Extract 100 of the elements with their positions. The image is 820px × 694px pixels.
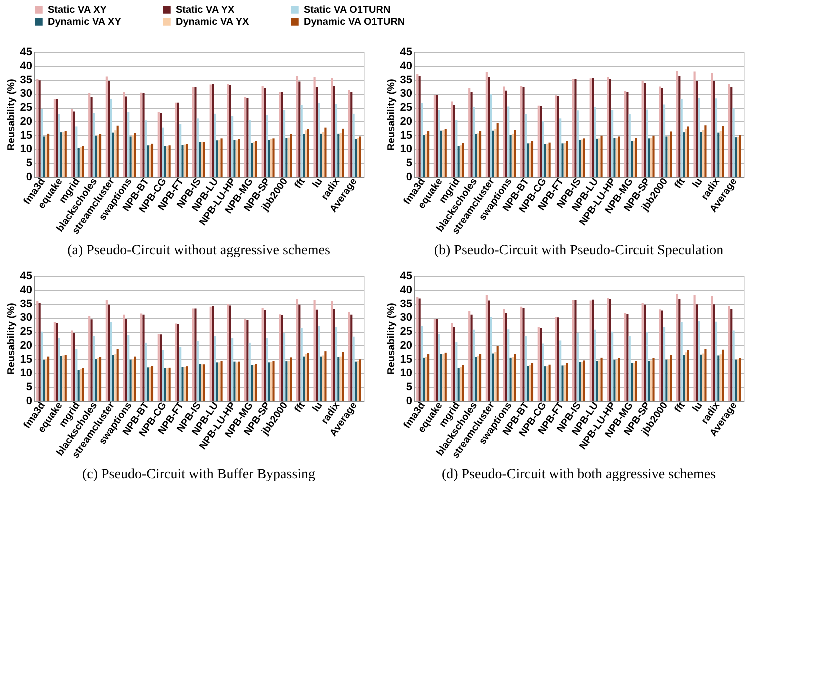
bar xyxy=(732,108,735,177)
bar xyxy=(76,126,78,177)
bar xyxy=(514,354,516,401)
legend-label: Dynamic VA YX xyxy=(176,17,250,28)
bar xyxy=(283,110,286,177)
x-tick-label: lu xyxy=(311,176,326,190)
bar xyxy=(342,128,344,177)
bar xyxy=(490,94,492,177)
text: (b) Pseudo-Circuit with Pseudo-Circuit Speculation xyxy=(434,244,724,259)
bar xyxy=(670,132,672,177)
bar xyxy=(110,98,112,177)
y-tick-label: 40 xyxy=(20,60,32,72)
bar xyxy=(78,370,80,401)
bar xyxy=(438,110,440,177)
bar xyxy=(512,357,514,401)
bar xyxy=(512,134,514,177)
bar xyxy=(434,319,436,401)
bar xyxy=(264,88,266,177)
bar xyxy=(722,126,724,177)
legend-label: Static VA O1TURN xyxy=(304,5,391,16)
x-tick-label: fft xyxy=(673,176,688,192)
bar xyxy=(73,333,76,401)
bar xyxy=(348,90,350,177)
bar xyxy=(624,314,627,401)
y-tick-label: 35 xyxy=(400,74,412,86)
y-tick-label: 5 xyxy=(26,382,32,394)
x-tick-label: fft xyxy=(293,176,308,192)
bar xyxy=(212,306,214,401)
bar xyxy=(232,338,234,401)
bar xyxy=(123,314,126,401)
bar xyxy=(470,314,473,401)
y-tick-label: 15 xyxy=(400,130,412,142)
bar xyxy=(162,128,164,177)
bar xyxy=(302,356,306,401)
bar xyxy=(128,112,130,177)
bar xyxy=(316,310,318,401)
y-tick-label: 20 xyxy=(20,116,32,128)
bar xyxy=(214,336,216,401)
bar xyxy=(730,87,733,177)
bar xyxy=(268,362,270,401)
bar xyxy=(505,90,508,177)
bar xyxy=(333,309,336,401)
y-tick-label: 40 xyxy=(400,284,412,296)
bar xyxy=(428,131,430,177)
legend-label: Static VA YX xyxy=(176,5,236,16)
bar xyxy=(566,364,568,401)
bar xyxy=(508,330,510,401)
bar xyxy=(350,314,353,401)
bar xyxy=(322,132,325,177)
bar xyxy=(492,354,495,401)
bar xyxy=(540,106,542,177)
bar xyxy=(652,136,655,177)
bar xyxy=(320,134,322,177)
bar xyxy=(663,104,666,177)
bar xyxy=(350,92,353,177)
bar xyxy=(470,92,473,177)
bar xyxy=(687,350,690,401)
bar xyxy=(646,332,648,401)
bar xyxy=(238,362,240,401)
bar xyxy=(164,146,166,177)
bar xyxy=(314,300,316,401)
bar xyxy=(210,84,212,177)
y-tick-label: 40 xyxy=(400,60,412,72)
bar xyxy=(704,349,707,401)
x-tick-label: lu xyxy=(311,400,326,414)
bar xyxy=(453,327,456,401)
bar xyxy=(60,356,63,401)
bar xyxy=(125,319,128,401)
bar xyxy=(642,80,644,177)
bar xyxy=(186,366,188,401)
bar xyxy=(248,120,251,177)
y-axis-title: Reusability (%) xyxy=(386,79,398,151)
bar xyxy=(80,147,82,177)
bar xyxy=(112,355,115,401)
bar xyxy=(544,144,546,177)
y-tick-label: 20 xyxy=(20,340,32,352)
bar xyxy=(598,360,601,401)
bar xyxy=(158,112,160,177)
bar xyxy=(196,341,199,401)
x-tick-label: fft xyxy=(293,400,308,416)
y-tick-label: 35 xyxy=(20,298,32,310)
bar xyxy=(538,106,540,177)
legend-label: Dynamic VA O1TURN xyxy=(304,17,406,28)
bar xyxy=(130,136,132,177)
bar xyxy=(333,86,336,177)
y-tick-label: 40 xyxy=(20,284,32,296)
bar xyxy=(732,330,735,401)
bar xyxy=(600,358,603,401)
y-tick-label: 10 xyxy=(20,144,32,156)
bar xyxy=(644,304,646,401)
bar xyxy=(460,146,462,177)
y-tick-label: 25 xyxy=(400,102,412,114)
bar xyxy=(524,336,527,401)
bar xyxy=(486,72,488,177)
bar xyxy=(685,129,688,177)
bar xyxy=(132,359,134,401)
bar xyxy=(54,322,56,401)
bar xyxy=(331,78,334,177)
bar xyxy=(696,304,698,401)
bar xyxy=(711,296,714,401)
